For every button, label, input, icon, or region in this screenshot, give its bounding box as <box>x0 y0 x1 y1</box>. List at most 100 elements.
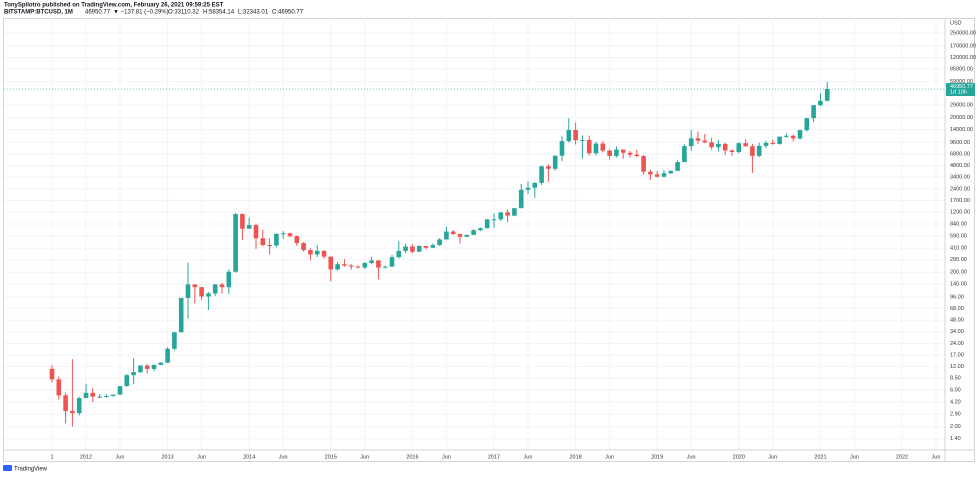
price-label-box <box>946 83 975 97</box>
x-tick-label: 2015 <box>325 454 337 460</box>
y-tick-label: 170000.00 <box>950 43 976 49</box>
currency: USD <box>950 20 962 26</box>
candle-body <box>110 394 116 396</box>
candle-body <box>736 143 742 153</box>
candle-body <box>437 239 442 246</box>
x-tick-label: Jun <box>768 454 777 460</box>
candle-body <box>811 105 816 119</box>
candle-body <box>491 219 497 221</box>
candle-body <box>117 386 123 395</box>
candle-body <box>199 287 204 297</box>
y-tick-label: 290.00 <box>950 257 967 263</box>
candle-body <box>532 182 538 188</box>
candle-body <box>498 212 504 220</box>
candle-body <box>546 166 551 169</box>
candle-body <box>389 257 395 267</box>
price-label: 46950.77 <box>950 84 973 90</box>
candle-body <box>790 135 796 139</box>
candle-body <box>328 256 334 270</box>
x-tick-label: Jun <box>932 454 941 460</box>
candle-body <box>144 365 150 369</box>
candle-body <box>70 410 75 414</box>
y-tick-label: 68.00 <box>950 306 964 312</box>
y-tick-label: 9600.00 <box>950 140 970 146</box>
candle-body <box>382 266 388 268</box>
candle-body <box>777 136 782 144</box>
candle-body <box>518 189 524 209</box>
candle-body <box>172 332 177 349</box>
candle-body <box>566 129 572 142</box>
symbol: BITSTAMP:BTCUSD, 1M <box>4 10 73 16</box>
candle-body <box>824 89 830 101</box>
candle-body <box>308 250 313 255</box>
countdown: 1d 10h <box>950 89 967 95</box>
candle-body <box>49 368 55 380</box>
y-tick-label: 410.00 <box>950 246 967 252</box>
x-tick-label: 2018 <box>569 454 581 460</box>
candle-body <box>423 245 429 248</box>
candle-body <box>280 233 286 235</box>
y-tick-label: 6800.00 <box>950 151 970 157</box>
candle-body <box>403 246 408 251</box>
x-tick-label: 2021 <box>814 454 826 460</box>
y-tick-label: 29000.00 <box>950 103 973 109</box>
y-tick-label: 8.50 <box>950 376 961 382</box>
x-tick-label: Jun <box>360 454 369 460</box>
y-tick-label: 1200.00 <box>950 210 970 216</box>
candle-body <box>138 365 143 373</box>
candle-body <box>709 142 714 148</box>
candle-body <box>743 143 748 147</box>
x-tick-label: 2014 <box>243 454 255 460</box>
ohlc-open: O:33110.32 <box>168 10 200 16</box>
candle-body <box>586 139 592 154</box>
candle-body <box>675 162 680 171</box>
candle-body <box>376 260 381 268</box>
logo <box>3 465 12 471</box>
y-tick-label: 840.00 <box>950 222 967 228</box>
candle-body <box>654 174 660 177</box>
candle-body <box>750 146 755 156</box>
y-tick-label: 4800.00 <box>950 163 970 169</box>
candle-body <box>151 364 157 369</box>
candle-body <box>430 245 436 248</box>
candle-body <box>763 142 769 146</box>
candle-body <box>512 208 517 216</box>
candle-body <box>267 244 272 246</box>
y-tick-label: 120000.00 <box>950 55 976 61</box>
y-tick-label: 1.40 <box>950 436 961 442</box>
y-tick-label: 140.00 <box>950 282 967 288</box>
x-tick-label: 2017 <box>488 454 500 460</box>
candle-body <box>192 284 198 288</box>
candle-body <box>274 233 279 246</box>
candle-body <box>321 250 327 257</box>
ohlc-low: L:32343.01 <box>238 10 269 16</box>
candle-body <box>668 170 674 174</box>
candle-body <box>552 155 558 169</box>
candle-body <box>797 130 803 139</box>
y-tick-label: 34.00 <box>950 329 964 335</box>
ohlc-close: C:46950.77 <box>272 10 304 16</box>
y-tick-label: 4.20 <box>950 399 961 405</box>
x-tick-label: 2013 <box>161 454 173 460</box>
candle-body <box>416 245 422 252</box>
candle-body <box>600 143 606 151</box>
candle-body <box>580 139 585 141</box>
candle-body <box>559 141 565 156</box>
candle-body <box>165 348 170 363</box>
ohlc-high: H:58354.14 <box>203 10 235 16</box>
candle-body <box>362 263 368 268</box>
candle-body <box>185 284 191 298</box>
author-line: TonySpilotro published on TradingView.co… <box>4 3 224 9</box>
candle-body <box>158 362 164 365</box>
candle-body <box>804 118 810 131</box>
y-tick-label: 85000.00 <box>950 67 973 73</box>
candle-body <box>525 187 531 190</box>
candle-body <box>716 143 721 148</box>
candle-body <box>124 375 130 387</box>
candle-body <box>471 230 476 235</box>
candle-body <box>348 265 354 267</box>
y-tick-label: 20000.00 <box>950 115 973 121</box>
y-tick-label: 24.00 <box>950 341 964 347</box>
x-tick-label: 2020 <box>733 454 745 460</box>
